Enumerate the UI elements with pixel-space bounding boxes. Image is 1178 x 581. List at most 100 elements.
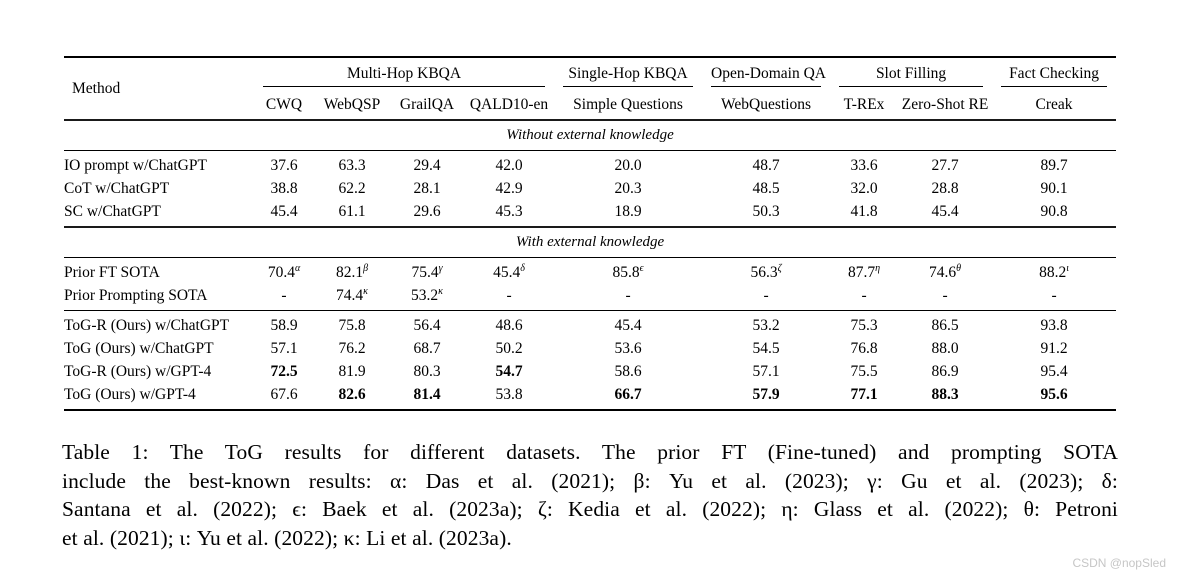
value-cell: 85.8ϵ: [612, 262, 644, 281]
value-cell: 75.5: [850, 362, 878, 380]
value-cell: 88.2ι: [1039, 262, 1069, 281]
value-cell: 56.4: [413, 316, 441, 334]
group-header-label: Slot Filling: [839, 61, 984, 87]
value-cell: 48.6: [495, 316, 523, 334]
value-cell: -: [1051, 286, 1057, 304]
value-cell: 81.4: [413, 385, 441, 403]
table-row: ToG (Ours) w/ChatGPT 57.1 76.2 68.7 50.2 53.6…: [64, 337, 1116, 360]
value-cell: -: [625, 286, 631, 304]
column-header: GrailQA: [399, 95, 455, 113]
value-cell: 48.7: [752, 156, 780, 174]
value-cell: 76.2: [338, 339, 366, 357]
value-cell: 53.6: [614, 339, 642, 357]
value-cell: 45.4δ: [493, 262, 525, 281]
group-header-label: Open-Domain QA: [711, 61, 826, 87]
value-cell: 74.4κ: [336, 285, 368, 304]
section-label-text: With external knowledge: [515, 234, 665, 250]
value-cell: 20.3: [614, 179, 642, 197]
value-cell: 32.0: [850, 179, 878, 197]
value-cell: 27.7: [931, 156, 959, 174]
value-cell: -: [861, 286, 867, 304]
value-cell: 88.3: [931, 385, 959, 403]
value-cell: 81.9: [338, 362, 366, 380]
value-cell: 28.1: [413, 179, 441, 197]
caption-line-2: include the best-known results: α: Das e…: [62, 468, 1118, 493]
method-cell: IO prompt w/ChatGPT: [64, 156, 207, 174]
value-cell: -: [942, 286, 948, 304]
value-cell: 41.8: [850, 202, 878, 220]
column-header: WebQSP: [323, 95, 381, 113]
value-cell: 88.0: [931, 339, 959, 357]
value-cell: 45.3: [495, 202, 523, 220]
table-row: ToG (Ours) w/GPT-4 67.6 82.6 81.4 53.8 66.7 57…: [64, 383, 1116, 410]
value-cell: 57.9: [752, 385, 780, 403]
table-row: ToG-R (Ours) w/GPT-4 72.5 81.9 80.3 54.7 58.6…: [64, 360, 1116, 383]
method-cell: Prior Prompting SOTA: [64, 286, 208, 304]
value-cell: 53.8: [495, 385, 523, 403]
group-header: Open-Domain QA: [702, 57, 830, 90]
value-cell: -: [506, 286, 512, 304]
group-header-label: Single-Hop KBQA: [563, 61, 694, 87]
column-header: T-REx: [843, 95, 885, 113]
group-header: Slot Filling: [830, 57, 992, 90]
group-header-label: Multi-Hop KBQA: [263, 61, 546, 87]
value-cell: 86.5: [931, 316, 959, 334]
superscript-ref: κ: [363, 285, 368, 297]
superscript-ref: κ: [438, 285, 443, 297]
value-cell: 50.2: [495, 339, 523, 357]
method-cell: Prior FT SOTA: [64, 263, 160, 281]
method-cell: SC w/ChatGPT: [64, 202, 161, 220]
value-cell: 75.4γ: [411, 262, 443, 281]
value-cell: 95.6: [1040, 385, 1068, 403]
section-label-row: With external knowledge: [64, 227, 1116, 258]
value-cell: 62.2: [338, 179, 366, 197]
value-cell: -: [281, 286, 287, 304]
value-cell: 61.1: [338, 202, 366, 220]
column-header: QALD10-en: [469, 95, 549, 113]
value-cell: 37.6: [270, 156, 298, 174]
method-cell: ToG-R (Ours) w/GPT-4: [64, 362, 212, 380]
csdn-watermark: CSDN @nopSled: [1072, 556, 1166, 570]
value-cell: 50.3: [752, 202, 780, 220]
value-cell: 29.4: [413, 156, 441, 174]
value-cell: 28.8: [931, 179, 959, 197]
value-cell: 42.9: [495, 179, 523, 197]
table-row: IO prompt w/ChatGPT 37.6 63.3 29.4 42.0 20.0 4…: [64, 151, 1116, 178]
value-cell: 90.1: [1040, 179, 1068, 197]
value-cell: 58.9: [270, 316, 298, 334]
method-cell: ToG-R (Ours) w/ChatGPT: [64, 316, 230, 334]
value-cell: 42.0: [495, 156, 523, 174]
superscript-ref: ζ: [777, 262, 782, 274]
value-cell: 76.8: [850, 339, 878, 357]
value-cell: 75.8: [338, 316, 366, 334]
value-cell: 56.3ζ: [750, 262, 782, 281]
value-cell: 80.3: [413, 362, 441, 380]
section-label-row: Without external knowledge: [64, 120, 1116, 151]
value-cell: 38.8: [270, 179, 298, 197]
method-cell: CoT w/ChatGPT: [64, 179, 170, 197]
group-header-label: Fact Checking: [1001, 61, 1108, 87]
table-row: Prior Prompting SOTA - 74.4κ 53.2κ - - - - - -: [64, 284, 1116, 311]
value-cell: 72.5: [270, 362, 298, 380]
value-cell: 66.7: [614, 385, 642, 403]
value-cell: 90.8: [1040, 202, 1068, 220]
column-header: Simple Questions: [573, 95, 683, 113]
value-cell: 48.5: [752, 179, 780, 197]
value-cell: 67.6: [270, 385, 298, 403]
value-cell: 45.4: [614, 316, 642, 334]
method-cell: ToG (Ours) w/ChatGPT: [64, 339, 214, 357]
column-header: WebQuestions: [721, 95, 812, 113]
method-cell: ToG (Ours) w/GPT-4: [64, 385, 196, 403]
section-label: Without external knowledge: [64, 120, 1117, 151]
value-cell: 82.6: [338, 385, 366, 403]
section-label-text: Without external knowledge: [506, 127, 674, 143]
column-header: CWQ: [265, 95, 303, 113]
table-row: Prior FT SOTA 70.4α 82.1β 75.4γ 45.4δ 85.8ϵ 56…: [64, 258, 1116, 285]
value-cell: 95.4: [1040, 362, 1068, 380]
value-cell: 82.1β: [335, 262, 369, 281]
value-cell: 57.1: [270, 339, 298, 357]
superscript-ref: β: [363, 262, 369, 274]
value-cell: 70.4α: [267, 262, 301, 281]
value-cell: 54.7: [495, 362, 523, 380]
